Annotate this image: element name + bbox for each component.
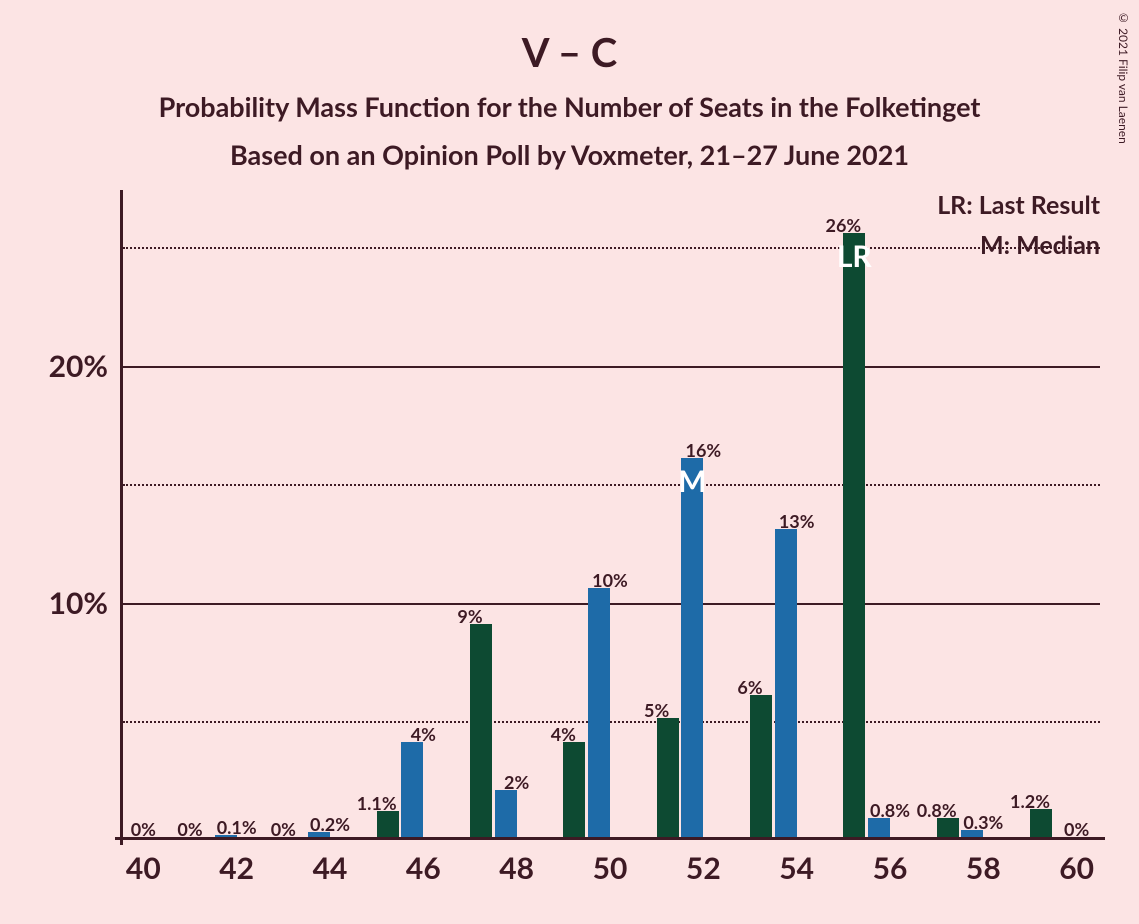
bar-value-label: 0.1%	[217, 816, 257, 838]
bar-blue	[681, 458, 703, 837]
x-tick-label: 52	[686, 850, 721, 886]
bar-value-label: 0%	[131, 818, 156, 840]
grid-line	[123, 721, 1100, 723]
y-tick-label: 10%	[49, 585, 108, 621]
bar-green	[377, 811, 399, 837]
bar-blue	[495, 790, 517, 837]
bar-value-label: 9%	[457, 605, 482, 627]
chart-area: 10%20%40424446485052545658600%0%0.1%0%0.…	[120, 200, 1100, 840]
bar-green	[657, 718, 679, 837]
bar-value-label: 13%	[779, 510, 815, 532]
bar-value-label: 1.2%	[1010, 790, 1050, 812]
chart-subtitle-1: Probability Mass Function for the Number…	[0, 90, 1139, 123]
bar-value-label: 5%	[644, 699, 669, 721]
bar-blue	[775, 529, 797, 837]
copyright-text: © 2021 Filip van Laenen	[1116, 10, 1131, 144]
bar-value-label: 26%	[826, 214, 862, 236]
chart-subtitle-2: Based on an Opinion Poll by Voxmeter, 21…	[0, 138, 1139, 171]
x-axis	[115, 837, 1105, 840]
bar-value-label: 6%	[737, 676, 762, 698]
bar-value-label: 4%	[551, 723, 576, 745]
bar-value-label: 0.8%	[870, 799, 910, 821]
x-tick-label: 40	[126, 850, 161, 886]
bar-value-label: 10%	[592, 569, 628, 591]
bar-blue	[588, 588, 610, 837]
bar-value-label: 0%	[271, 818, 296, 840]
x-tick-label: 50	[593, 850, 628, 886]
grid-line	[123, 484, 1100, 486]
grid-line-major	[123, 366, 1100, 368]
x-tick-label: 54	[779, 850, 814, 886]
bar-value-label: 2%	[504, 771, 529, 793]
x-tick-label: 60	[1059, 850, 1094, 886]
bar-value-label: 16%	[686, 439, 722, 461]
bar-green	[750, 695, 772, 837]
chart-title: V – C	[0, 28, 1139, 76]
bar-green	[1030, 809, 1052, 837]
grid-line-major	[123, 603, 1100, 605]
bar-green	[843, 233, 865, 837]
bar-value-label: 0%	[177, 818, 202, 840]
bar-value-label: 0.8%	[917, 799, 957, 821]
plot-area: 10%20%40424446485052545658600%0%0.1%0%0.…	[120, 200, 1100, 840]
bar-value-label: 1.1%	[357, 792, 397, 814]
bar-green	[563, 742, 585, 837]
x-tick-label: 42	[219, 850, 254, 886]
x-tick-label: 56	[873, 850, 908, 886]
bar-value-label: 4%	[411, 723, 436, 745]
bar-value-label: 0%	[1064, 818, 1089, 840]
legend-m: M: Median	[937, 225, 1100, 265]
bar-blue	[401, 742, 423, 837]
bar-green	[470, 624, 492, 837]
bar-value-label: 0.3%	[963, 811, 1003, 833]
median-marker: M	[678, 463, 706, 499]
legend: LR: Last Result M: Median	[937, 185, 1100, 265]
bar-value-label: 0.2%	[310, 813, 350, 835]
x-tick-label: 58	[966, 850, 1001, 886]
x-tick-label: 44	[313, 850, 348, 886]
x-tick-label: 46	[406, 850, 441, 886]
x-tick-label: 48	[499, 850, 534, 886]
legend-lr: LR: Last Result	[937, 185, 1100, 225]
y-axis	[120, 190, 123, 845]
last-result-marker: LR	[837, 238, 872, 274]
y-tick-label: 20%	[49, 348, 108, 384]
